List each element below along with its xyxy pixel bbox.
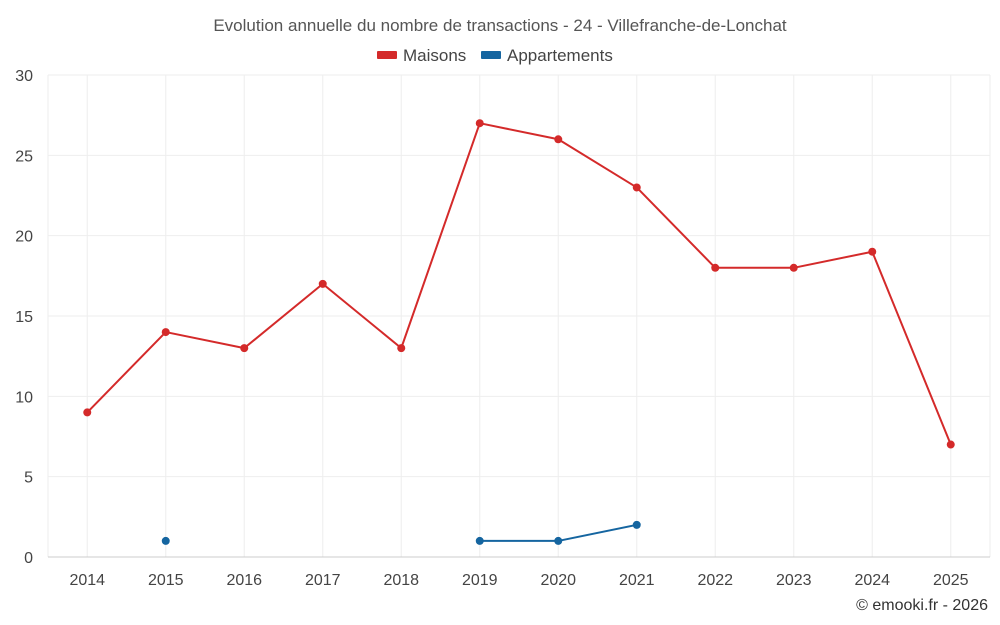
- data-point-appartements-2019[interactable]: [475, 536, 484, 545]
- data-point-maisons-2025[interactable]: [946, 440, 955, 449]
- x-tick-label: 2014: [69, 572, 105, 589]
- data-point-maisons-2014[interactable]: [83, 408, 92, 417]
- data-point-appartements-2015[interactable]: [161, 536, 170, 545]
- y-axis: 0 5 10 15 20 25 30: [15, 68, 33, 567]
- x-tick-label: 2018: [383, 572, 419, 589]
- data-point-maisons-2019[interactable]: [475, 119, 484, 128]
- legend: Maisons Appartements: [377, 46, 613, 65]
- credit-text: © emooki.fr - 2026: [856, 597, 988, 614]
- data-point-maisons-2020[interactable]: [554, 135, 563, 144]
- data-point-maisons-2022[interactable]: [711, 263, 720, 272]
- x-tick-label: 2015: [148, 572, 184, 589]
- x-tick-label: 2024: [854, 572, 890, 589]
- y-tick-label: 15: [15, 309, 33, 326]
- chart-title: Evolution annuelle du nombre de transact…: [213, 16, 787, 35]
- series-line-maisons: [86, 122, 952, 445]
- data-point-maisons-2015[interactable]: [161, 328, 170, 337]
- x-axis: 2014 2015 2016 2017 2018 2019 2020 2021 2022 2023…: [48, 556, 990, 589]
- series-appartements: [161, 520, 641, 545]
- legend-swatch-maisons: [377, 51, 397, 59]
- y-tick-label: 30: [15, 68, 33, 85]
- x-tick-label: 2022: [697, 572, 733, 589]
- x-tick-label: 2020: [540, 572, 576, 589]
- legend-label-maisons: Maisons: [403, 46, 466, 65]
- x-tick-label: 2021: [619, 572, 655, 589]
- x-tick-label: 2019: [462, 572, 498, 589]
- legend-swatch-appartements: [481, 51, 501, 59]
- y-tick-label: 5: [24, 470, 33, 487]
- x-tick-label: 2025: [933, 572, 969, 589]
- grid: [47, 74, 991, 557]
- data-point-appartements-2020[interactable]: [554, 536, 563, 545]
- data-point-maisons-2023[interactable]: [789, 263, 798, 272]
- legend-item-appartements[interactable]: Appartements: [481, 46, 613, 65]
- x-tick-label: 2023: [776, 572, 812, 589]
- data-point-appartements-2021[interactable]: [632, 520, 641, 529]
- data-point-maisons-2018[interactable]: [397, 344, 406, 353]
- y-tick-label: 20: [15, 229, 33, 246]
- legend-item-maisons[interactable]: Maisons: [377, 46, 466, 65]
- x-tick-label: 2017: [305, 572, 341, 589]
- y-tick-label: 25: [15, 148, 33, 165]
- x-tick-label: 2016: [226, 572, 262, 589]
- data-point-maisons-2017[interactable]: [318, 279, 327, 288]
- y-tick-label: 0: [24, 550, 33, 567]
- series-layer: [83, 119, 955, 545]
- legend-label-appartements: Appartements: [507, 46, 613, 65]
- data-point-maisons-2016[interactable]: [240, 344, 249, 353]
- data-point-maisons-2021[interactable]: [632, 183, 641, 192]
- series-maisons: [83, 119, 955, 449]
- y-tick-label: 10: [15, 389, 33, 406]
- data-point-maisons-2024[interactable]: [868, 247, 877, 256]
